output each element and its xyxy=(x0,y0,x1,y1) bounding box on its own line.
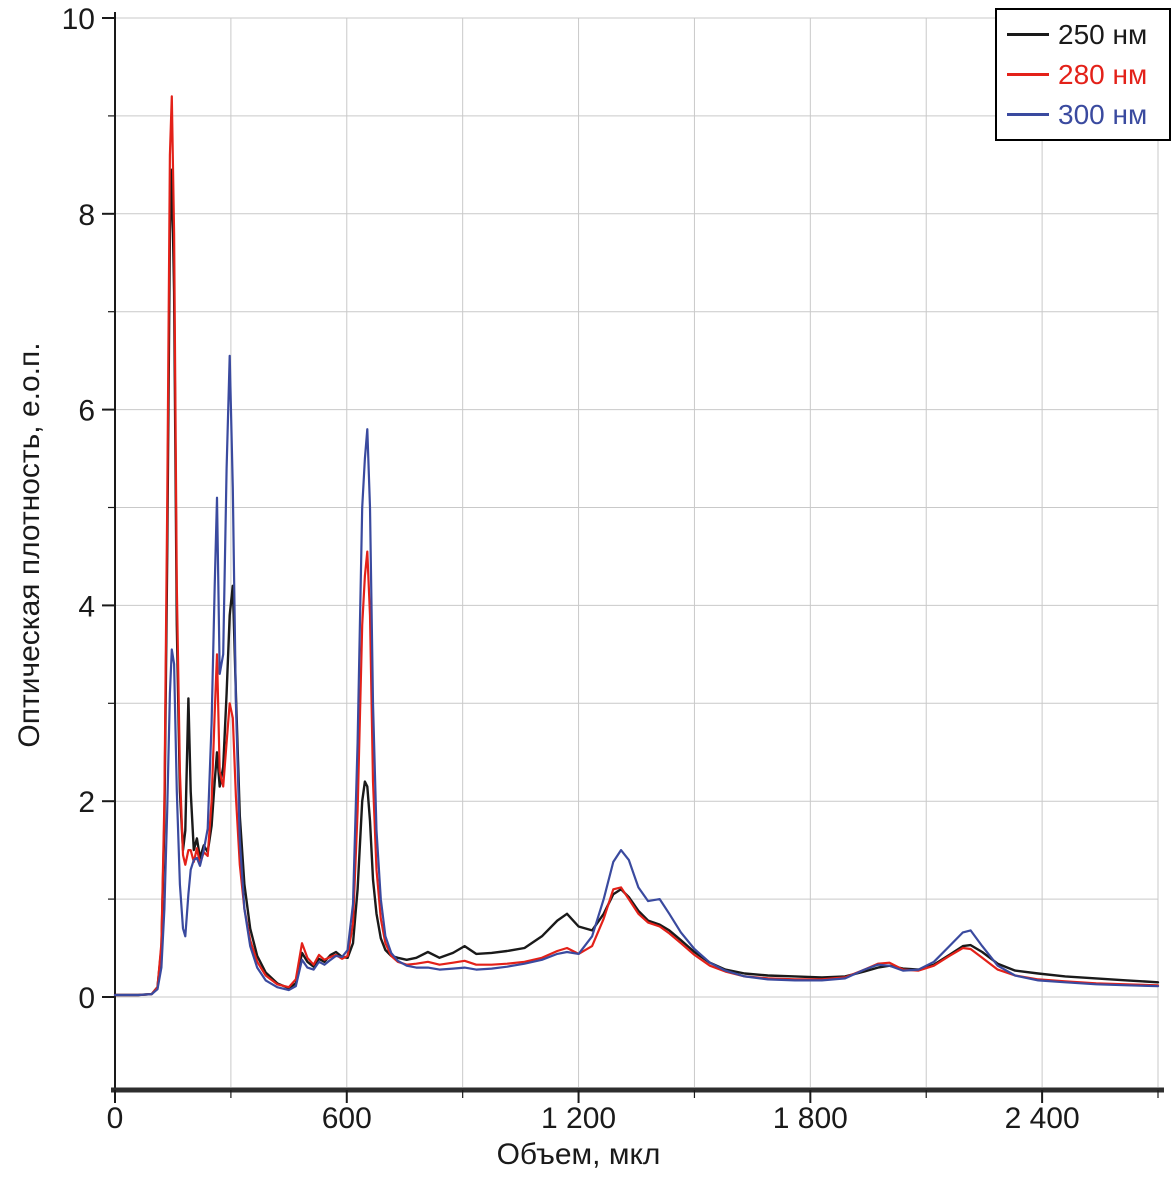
y-tick-label: 8 xyxy=(78,199,95,232)
series-line-2 xyxy=(113,95,1160,997)
y-tick-label: 10 xyxy=(62,3,95,36)
legend-line-swatch xyxy=(1007,73,1049,76)
x-axis-title: Объем, мкл xyxy=(496,1138,661,1171)
legend-line-swatch xyxy=(1007,33,1049,36)
series-line-3 xyxy=(113,354,1160,997)
y-tick-label: 2 xyxy=(78,786,95,819)
x-tick-label: 1 200 xyxy=(541,1102,616,1135)
y-axis-title: Оптическая плотность, е.о.п. xyxy=(13,342,46,748)
y-tick-label: 4 xyxy=(78,590,95,623)
y-tick-label: 6 xyxy=(78,395,95,428)
x-tick-label: 1 800 xyxy=(773,1102,848,1135)
series-line-1 xyxy=(113,168,1160,997)
legend-label: 250 нм xyxy=(1058,18,1148,50)
x-tick-label: 2 400 xyxy=(1005,1102,1080,1135)
legend-entry-1: 250 нм xyxy=(1007,16,1159,53)
legend: 250 нм 280 нм 300 нм xyxy=(995,8,1171,141)
x-tick-label: 600 xyxy=(322,1102,372,1135)
legend-entry-2: 280 нм xyxy=(1007,56,1159,93)
x-tick-label: 0 xyxy=(107,1102,124,1135)
y-tick-label: 0 xyxy=(78,982,95,1015)
legend-label: 300 нм xyxy=(1058,98,1148,130)
legend-line-swatch xyxy=(1007,113,1049,116)
legend-entry-3: 300 нм xyxy=(1007,96,1159,133)
legend-label: 280 нм xyxy=(1058,58,1148,90)
